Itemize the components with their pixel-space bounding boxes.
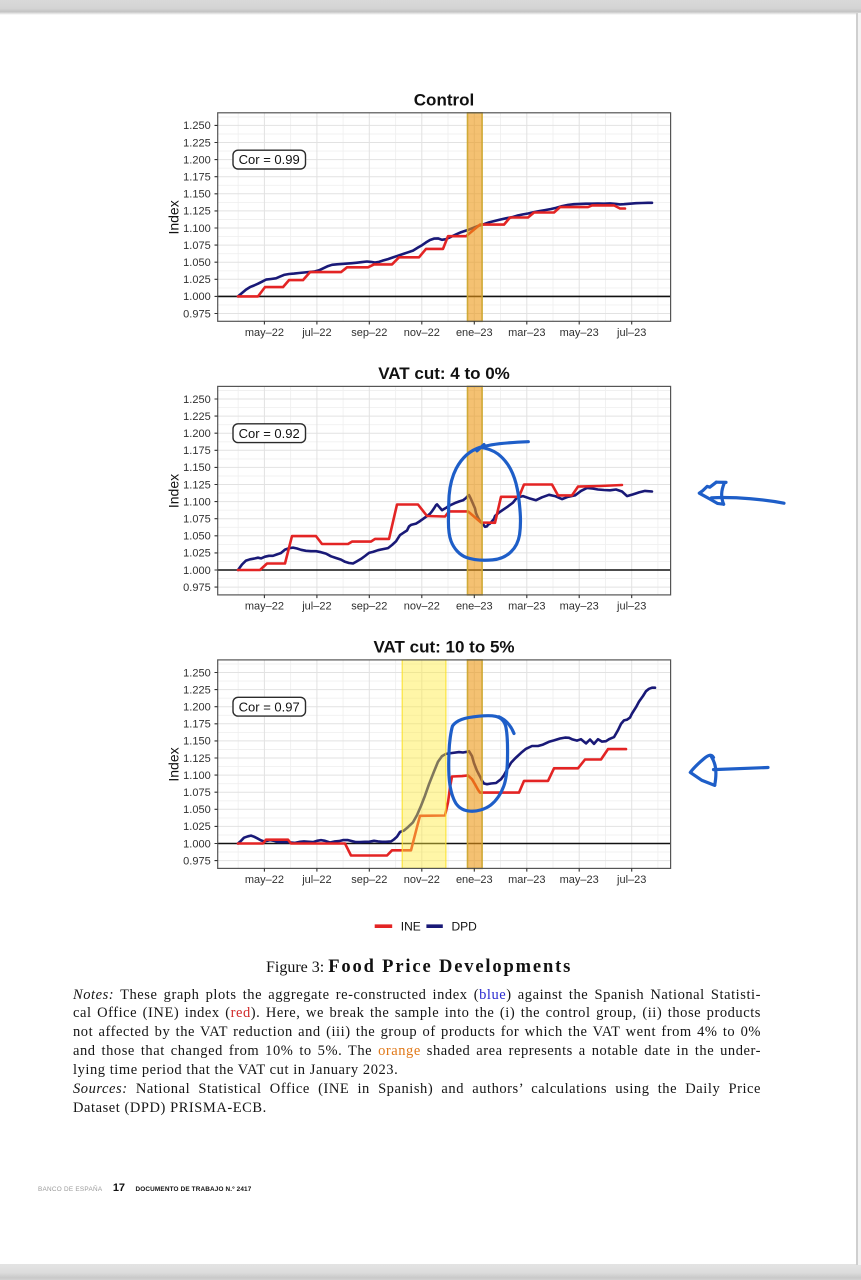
svg-text:1.025: 1.025 — [183, 821, 211, 833]
svg-text:Cor = 0.92: Cor = 0.92 — [239, 426, 300, 441]
svg-text:ene‒23: ene‒23 — [456, 327, 493, 339]
svg-text:1.075: 1.075 — [183, 787, 211, 799]
svg-text:nov‒22: nov‒22 — [404, 601, 440, 613]
svg-text:1.050: 1.050 — [183, 531, 211, 543]
svg-text:sep‒22: sep‒22 — [351, 327, 387, 339]
svg-text:sep‒22: sep‒22 — [351, 601, 387, 613]
svg-text:1.200: 1.200 — [183, 428, 211, 440]
svg-text:1.225: 1.225 — [183, 137, 211, 149]
svg-text:DPD: DPD — [452, 920, 478, 934]
svg-text:1.250: 1.250 — [183, 667, 211, 679]
svg-text:jul‒23: jul‒23 — [616, 601, 646, 613]
svg-text:1.050: 1.050 — [183, 257, 211, 269]
svg-text:jul‒23: jul‒23 — [616, 874, 646, 886]
svg-text:1.075: 1.075 — [183, 514, 211, 526]
svg-text:Index: Index — [166, 200, 182, 234]
svg-text:may‒22: may‒22 — [245, 601, 284, 613]
svg-text:1.000: 1.000 — [183, 565, 211, 577]
svg-text:1.150: 1.150 — [183, 189, 211, 201]
svg-text:jul‒22: jul‒22 — [301, 874, 331, 886]
svg-text:1.125: 1.125 — [183, 479, 211, 491]
svg-text:may‒22: may‒22 — [245, 874, 284, 886]
svg-text:may‒23: may‒23 — [560, 327, 599, 339]
svg-text:1.225: 1.225 — [183, 411, 211, 423]
svg-text:Cor = 0.97: Cor = 0.97 — [239, 699, 300, 714]
svg-text:1.150: 1.150 — [183, 736, 211, 748]
svg-text:nov‒22: nov‒22 — [404, 874, 440, 886]
svg-text:1.100: 1.100 — [183, 223, 211, 235]
svg-text:mar‒23: mar‒23 — [508, 601, 545, 613]
svg-text:1.200: 1.200 — [183, 702, 211, 714]
svg-text:1.025: 1.025 — [183, 548, 211, 560]
svg-text:1.175: 1.175 — [183, 445, 211, 457]
svg-text:1.150: 1.150 — [183, 462, 211, 474]
svg-text:1.250: 1.250 — [183, 120, 211, 132]
svg-text:0.975: 0.975 — [183, 308, 211, 320]
svg-text:may‒23: may‒23 — [560, 601, 599, 613]
svg-text:1.175: 1.175 — [183, 172, 211, 184]
svg-text:0.975: 0.975 — [183, 582, 211, 594]
svg-text:ene‒23: ene‒23 — [456, 601, 493, 613]
svg-text:1.100: 1.100 — [183, 496, 211, 508]
svg-text:may‒23: may‒23 — [560, 874, 599, 886]
svg-text:Cor = 0.99: Cor = 0.99 — [239, 152, 300, 167]
svg-text:may‒22: may‒22 — [245, 327, 284, 339]
svg-text:nov‒22: nov‒22 — [404, 327, 440, 339]
svg-text:jul‒22: jul‒22 — [301, 601, 331, 613]
svg-text:jul‒22: jul‒22 — [301, 327, 331, 339]
svg-text:1.075: 1.075 — [183, 240, 211, 252]
svg-text:Index: Index — [166, 747, 182, 781]
svg-text:1.000: 1.000 — [183, 838, 211, 850]
svg-text:1.050: 1.050 — [183, 804, 211, 816]
svg-text:sep‒22: sep‒22 — [351, 874, 387, 886]
svg-text:1.100: 1.100 — [183, 770, 211, 782]
svg-text:1.025: 1.025 — [183, 274, 211, 286]
svg-text:ene‒23: ene‒23 — [456, 874, 493, 886]
svg-text:1.200: 1.200 — [183, 154, 211, 166]
svg-text:1.125: 1.125 — [183, 206, 211, 218]
svg-text:1.125: 1.125 — [183, 753, 211, 765]
svg-text:1.175: 1.175 — [183, 719, 211, 731]
svg-text:mar‒23: mar‒23 — [508, 327, 545, 339]
svg-text:Index: Index — [166, 474, 182, 508]
svg-text:1.000: 1.000 — [183, 291, 211, 303]
svg-text:jul‒23: jul‒23 — [616, 327, 646, 339]
svg-text:0.975: 0.975 — [183, 855, 211, 867]
svg-text:mar‒23: mar‒23 — [508, 874, 545, 886]
svg-text:VAT cut: 4 to 0%: VAT cut: 4 to 0% — [378, 364, 510, 383]
svg-text:1.225: 1.225 — [183, 684, 211, 696]
svg-text:1.250: 1.250 — [183, 394, 211, 406]
svg-text:INE: INE — [401, 920, 421, 934]
svg-text:VAT cut: 10 to 5%: VAT cut: 10 to 5% — [373, 637, 514, 656]
svg-text:Control: Control — [414, 90, 474, 109]
